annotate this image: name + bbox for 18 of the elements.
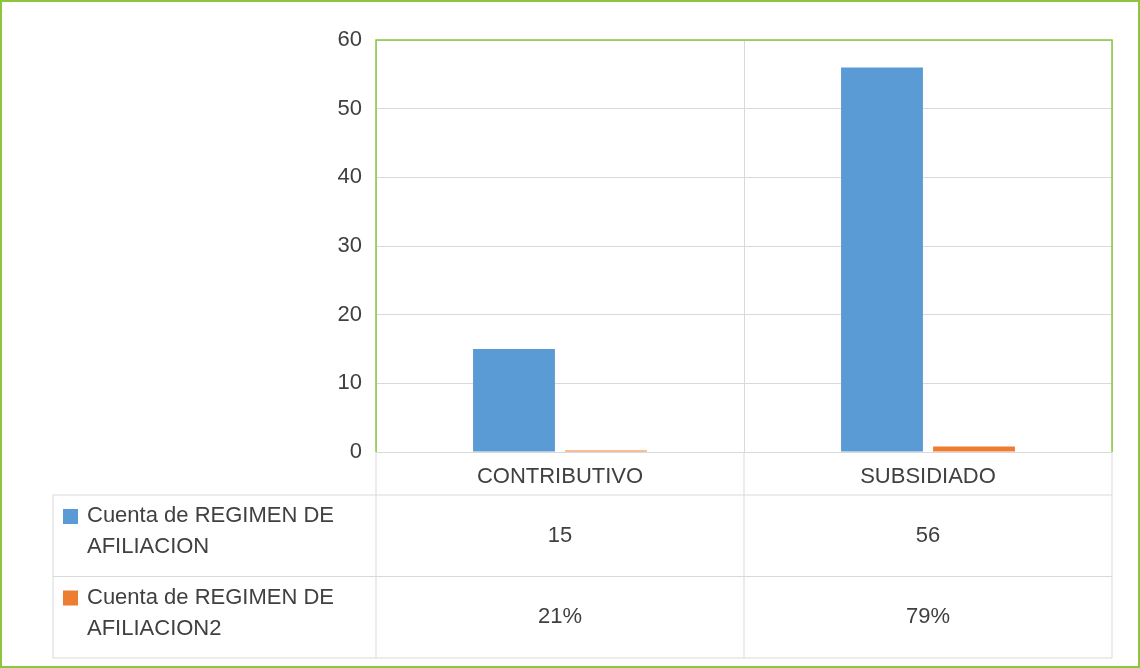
- legend-label: Cuenta de REGIMEN DE AFILIACION: [87, 502, 334, 559]
- y-tick-label: 40: [337, 163, 362, 189]
- data-label: 15: [547, 521, 573, 547]
- data-label: 21%: [537, 603, 583, 629]
- bar: [473, 349, 555, 452]
- x-tick-label: SUBSIDIADO: [860, 463, 996, 489]
- bar: [841, 67, 923, 452]
- data-label: 79%: [905, 603, 951, 629]
- y-tick-label: 10: [337, 369, 362, 395]
- data-label: 56: [915, 521, 941, 547]
- y-tick-label: 30: [337, 232, 362, 258]
- legend-label: Cuenta de REGIMEN DE AFILIACION2: [87, 583, 334, 640]
- y-tick-label: 0: [349, 438, 362, 464]
- y-tick-label: 20: [337, 300, 362, 326]
- y-tick-label: 50: [337, 94, 362, 120]
- y-tick-label: 60: [337, 26, 362, 52]
- x-tick-label: CONTRIBUTIVO: [476, 463, 644, 489]
- bar: [933, 446, 1015, 452]
